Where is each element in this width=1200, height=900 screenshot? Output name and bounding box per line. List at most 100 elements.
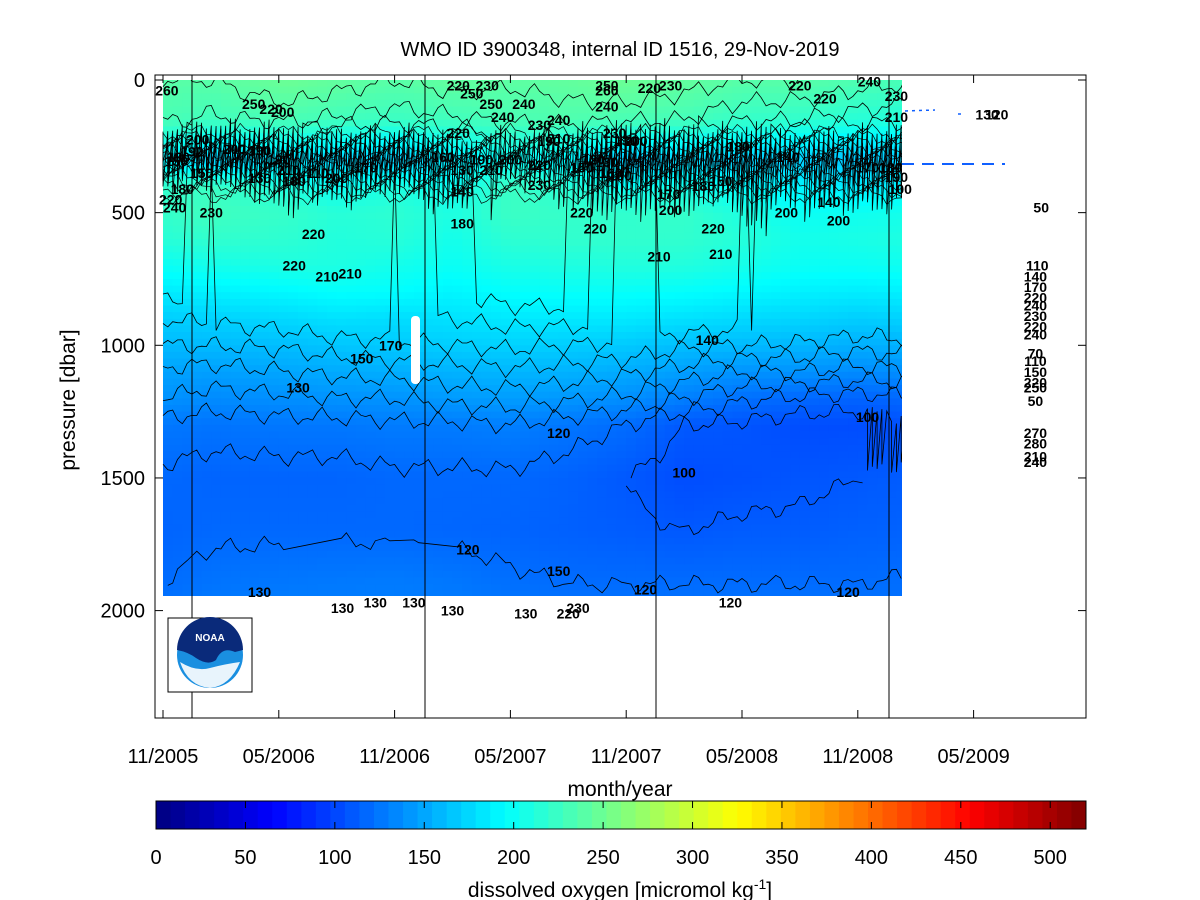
- field-cell: [684, 252, 695, 260]
- field-cell: [751, 431, 762, 439]
- field-cell: [452, 504, 463, 512]
- field-cell: [549, 206, 560, 214]
- field-cell: [713, 272, 724, 280]
- field-cell: [346, 332, 357, 340]
- field-cell: [539, 491, 550, 499]
- field-cell: [616, 564, 627, 572]
- field-cell: [568, 232, 579, 240]
- field-cell: [693, 531, 705, 539]
- field-cell: [191, 431, 203, 439]
- field-cell: [298, 411, 309, 419]
- field-cell: [626, 86, 637, 94]
- field-cell: [191, 537, 203, 545]
- field-cell: [742, 531, 753, 539]
- field-cell: [413, 232, 425, 240]
- field-cell: [751, 471, 762, 479]
- field-cell: [356, 590, 367, 596]
- field-cell: [413, 385, 425, 393]
- field-cell: [529, 444, 540, 452]
- field-cell: [423, 371, 434, 379]
- field-cell: [587, 511, 598, 519]
- field-cell: [442, 232, 454, 240]
- field-cell: [249, 365, 261, 373]
- field-cell: [703, 252, 714, 260]
- field-cell: [327, 378, 338, 386]
- field-cell: [201, 504, 212, 512]
- field-cell: [278, 86, 290, 94]
- field-cell: [520, 411, 531, 419]
- field-cell: [751, 365, 762, 373]
- field-cell: [558, 491, 569, 499]
- field-cell: [693, 418, 705, 426]
- field-cell: [336, 471, 347, 479]
- field-cell: [471, 418, 483, 426]
- field-cell: [346, 259, 357, 267]
- field-cell: [732, 477, 743, 486]
- field-cell: [606, 504, 618, 512]
- field-cell: [375, 491, 386, 499]
- field-cell: [278, 438, 290, 446]
- field-cell: [635, 531, 647, 539]
- field-cell: [356, 119, 367, 127]
- field-cell: [220, 497, 232, 505]
- field-cell: [578, 550, 589, 559]
- field-cell: [558, 252, 569, 260]
- field-cell: [761, 577, 772, 585]
- field-cell: [336, 504, 347, 512]
- field-cell: [269, 477, 280, 486]
- field-cell: [346, 292, 357, 300]
- field-cell: [423, 325, 434, 333]
- field-cell: [298, 431, 309, 439]
- field-cell: [442, 279, 454, 287]
- field-cell: [462, 285, 473, 293]
- field-cell: [346, 312, 357, 320]
- field-cell: [336, 199, 347, 207]
- field-cell: [423, 239, 434, 247]
- field-cell: [423, 332, 434, 340]
- field-cell: [288, 245, 299, 253]
- field-cell: [452, 458, 463, 466]
- field-cell: [626, 378, 637, 386]
- field-cell: [674, 80, 685, 88]
- field-cell: [664, 332, 676, 340]
- field-cell: [327, 557, 338, 565]
- field-cell: [385, 511, 396, 519]
- field-cell: [771, 265, 782, 273]
- field-cell: [481, 391, 492, 399]
- field-cell: [539, 285, 550, 293]
- field-cell: [288, 93, 299, 101]
- field-cell: [327, 239, 338, 247]
- field-cell: [327, 80, 338, 88]
- field-cell: [568, 497, 579, 505]
- field-cell: [356, 584, 367, 592]
- field-cell: [201, 265, 212, 273]
- field-cell: [722, 358, 733, 366]
- field-cell: [655, 471, 666, 479]
- field-cell: [597, 292, 608, 300]
- field-cell: [230, 564, 241, 572]
- field-cell: [356, 265, 367, 273]
- field-cell: [500, 584, 512, 592]
- field-cell: [462, 398, 473, 406]
- field-cell: [423, 550, 434, 559]
- field-cell: [539, 438, 550, 446]
- field-cell: [742, 292, 753, 300]
- field-cell: [230, 259, 241, 267]
- field-cell: [539, 239, 550, 247]
- field-cell: [606, 577, 618, 585]
- field-cell: [751, 318, 762, 326]
- field-cell: [211, 86, 222, 94]
- field-cell: [307, 424, 319, 433]
- field-cell: [471, 133, 483, 141]
- field-cell: [520, 424, 531, 433]
- field-cell: [732, 119, 743, 127]
- field-cell: [597, 544, 608, 552]
- field-cell: [761, 424, 772, 433]
- field-cell: [761, 252, 772, 260]
- field-cell: [664, 491, 676, 499]
- field-cell: [500, 491, 512, 499]
- field-cell: [693, 411, 705, 419]
- field-cell: [423, 272, 434, 280]
- field-cell: [375, 385, 386, 393]
- field-cell: [307, 590, 319, 596]
